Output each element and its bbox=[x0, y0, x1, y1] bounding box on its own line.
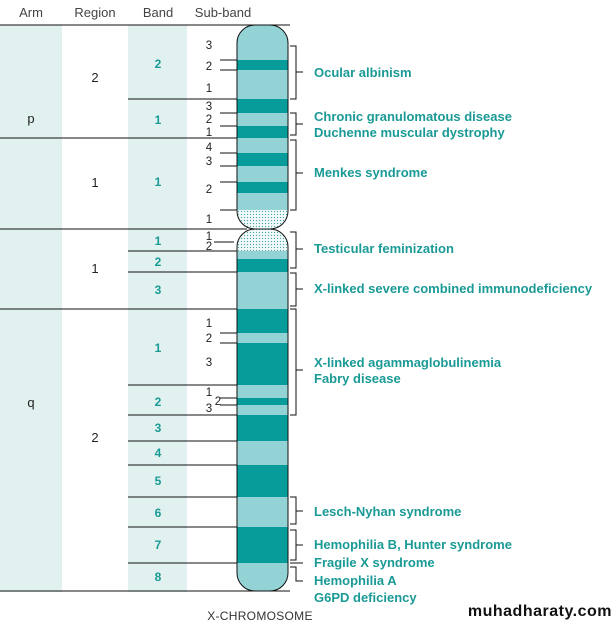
region-label: 1 bbox=[91, 261, 98, 276]
subband-label: 3 bbox=[206, 357, 212, 369]
bracket bbox=[290, 45, 303, 100]
dark-band bbox=[237, 182, 288, 193]
bracket bbox=[290, 112, 303, 136]
subband-label: 3 bbox=[206, 156, 212, 168]
band-label: 2 bbox=[155, 255, 162, 269]
bracket bbox=[290, 139, 303, 211]
band-label: 1 bbox=[155, 175, 162, 189]
arm-label-p: p bbox=[27, 111, 34, 126]
centromere-dots bbox=[237, 229, 288, 251]
centromere-dots bbox=[237, 210, 288, 229]
bracket bbox=[290, 566, 303, 582]
band-label: 1 bbox=[155, 113, 162, 127]
dark-band bbox=[237, 527, 288, 563]
subband-label: 2 bbox=[206, 333, 212, 345]
subband-label: 2 bbox=[206, 241, 212, 253]
subband-ticks bbox=[214, 59, 237, 406]
band-label: 4 bbox=[155, 446, 162, 460]
band-label: 8 bbox=[155, 570, 162, 584]
dark-band bbox=[237, 398, 288, 405]
subband-label: 3 bbox=[206, 101, 212, 113]
dark-band bbox=[237, 126, 288, 138]
disease-label: Menkes syndrome bbox=[314, 165, 427, 180]
disease-label: Ocular albinism bbox=[314, 65, 412, 80]
disease-label: Duchenne muscular dystrophy bbox=[314, 125, 505, 140]
band-label: 3 bbox=[155, 421, 162, 435]
header-subband: Sub-band bbox=[195, 5, 251, 20]
chromosome-p-arm bbox=[237, 25, 288, 229]
band-label: 5 bbox=[155, 474, 162, 488]
subband-label: 1 bbox=[206, 214, 212, 226]
subband-label: 3 bbox=[206, 403, 212, 415]
band-label: 1 bbox=[155, 234, 162, 248]
arm-label-q: q bbox=[27, 395, 34, 410]
disease-label: Fabry disease bbox=[314, 371, 401, 386]
dark-band bbox=[237, 465, 288, 497]
subband-label: 1 bbox=[206, 83, 212, 95]
dark-band bbox=[237, 153, 288, 166]
header-arm: Arm bbox=[19, 5, 43, 20]
band-label: 2 bbox=[155, 395, 162, 409]
subband-label: 2 bbox=[206, 61, 212, 73]
band-label: 7 bbox=[155, 538, 162, 552]
bracket bbox=[290, 308, 303, 416]
disease-label: X-linked agammaglobulinemia bbox=[314, 355, 502, 370]
disease-label: Fragile X syndrome bbox=[314, 555, 435, 570]
disease-label: Lesch-Nyhan syndrome bbox=[314, 504, 461, 519]
bracket bbox=[290, 231, 303, 269]
subband-label: 3 bbox=[206, 40, 212, 52]
subband-label: 4 bbox=[206, 142, 213, 154]
bracket bbox=[290, 496, 303, 525]
subband-label: 1 bbox=[206, 387, 212, 399]
region-label: 2 bbox=[91, 430, 98, 445]
figure-caption: X-CHROMOSOME bbox=[207, 609, 313, 623]
dark-band bbox=[237, 259, 288, 272]
disease-label: Chronic granulomatous disease bbox=[314, 109, 512, 124]
disease-label: Hemophilia A bbox=[314, 573, 397, 588]
bracket bbox=[290, 529, 303, 561]
row-dividers bbox=[0, 24, 290, 592]
dark-band bbox=[237, 99, 288, 113]
dark-band bbox=[237, 309, 288, 333]
subband-label: 2 bbox=[206, 184, 212, 196]
band-label: 6 bbox=[155, 506, 162, 520]
subband-label: 1 bbox=[206, 127, 212, 139]
disease-label: X-linked severe combined immunodeficienc… bbox=[314, 281, 593, 296]
region-label: 2 bbox=[91, 70, 98, 85]
band-label: 3 bbox=[155, 283, 162, 297]
subband-label: 2 bbox=[215, 396, 221, 408]
header-band: Band bbox=[143, 5, 173, 20]
disease-brackets bbox=[290, 45, 303, 582]
dark-band bbox=[237, 343, 288, 385]
chromosome-q-arm bbox=[237, 229, 288, 591]
subband-label: 2 bbox=[206, 114, 212, 126]
bracket bbox=[290, 272, 303, 307]
header-region: Region bbox=[74, 5, 115, 20]
disease-label: G6PD deficiency bbox=[314, 590, 417, 605]
dark-band bbox=[237, 60, 288, 70]
watermark: muhadharaty.com bbox=[468, 603, 612, 620]
dark-band bbox=[237, 415, 288, 441]
subband-label: 1 bbox=[206, 318, 212, 330]
band-label: 1 bbox=[155, 341, 162, 355]
disease-label: Testicular feminization bbox=[314, 241, 454, 256]
disease-label: Hemophilia B, Hunter syndrome bbox=[314, 537, 512, 552]
subband-label: 1 bbox=[206, 231, 212, 243]
region-label: 1 bbox=[91, 175, 98, 190]
band-label: 2 bbox=[155, 57, 162, 71]
